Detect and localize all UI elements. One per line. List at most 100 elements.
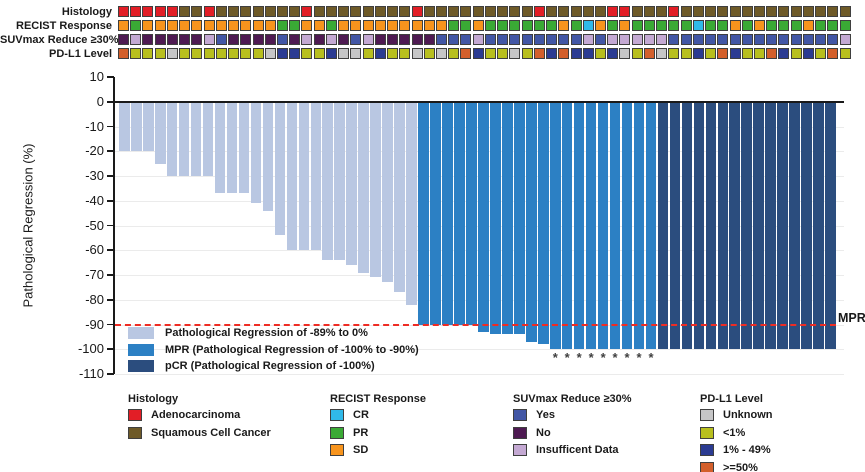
annotation-square [325, 34, 337, 45]
legend-swatch [700, 409, 714, 421]
waterfall-bar [561, 101, 573, 350]
asterisk-marker: * [636, 350, 642, 366]
annotation-square [705, 48, 717, 59]
annotation-square [570, 48, 582, 59]
y-axis-tick [106, 125, 114, 128]
annotation-square [289, 34, 301, 45]
annotation-square [130, 34, 142, 45]
annotation-square [435, 20, 447, 31]
annotation-square [594, 48, 606, 59]
annotation-square [240, 34, 252, 45]
annotation-square [839, 48, 851, 59]
annotation-square [533, 48, 545, 59]
annotation-square [656, 20, 668, 31]
annotation-square [374, 34, 386, 45]
annotation-square [387, 20, 399, 31]
annotation-square [228, 34, 240, 45]
annotation-square [753, 48, 765, 59]
annotation-square [350, 20, 362, 31]
annotation-square [802, 48, 814, 59]
annotation-square [619, 6, 631, 17]
legend-swatch [330, 426, 344, 439]
annotation-square [166, 20, 178, 31]
annotation-square [607, 34, 619, 45]
waterfall-bar [741, 101, 753, 350]
y-axis-tick-label: -70 [85, 267, 104, 282]
y-axis-tick [106, 175, 114, 177]
annotation-square [166, 48, 178, 59]
annotation-square [264, 34, 276, 45]
annotation-square [423, 34, 435, 45]
waterfall-bar [825, 101, 836, 350]
legend-swatch [513, 444, 527, 456]
annotation-square [215, 6, 227, 17]
waterfall-bar [250, 101, 262, 204]
annotation-square [802, 6, 814, 17]
annotation-square [154, 34, 166, 45]
y-axis-tick-label: 0 [96, 93, 104, 109]
y-axis-tick-label: -80 [85, 291, 104, 307]
legend-swatch [330, 409, 344, 421]
annotation-square [692, 20, 704, 31]
annotation-square [546, 6, 558, 17]
waterfall-bar [681, 101, 693, 350]
waterfall-bar [370, 101, 381, 278]
annotation-square [619, 48, 631, 59]
legend-title-1: Histology [128, 393, 179, 405]
track-label-3: SUVmax Reduce ≥30% [0, 33, 119, 46]
annotation-square [460, 34, 472, 45]
annotation-square [191, 34, 203, 45]
annotation-square [643, 48, 655, 59]
annotation-square [448, 6, 460, 17]
y-axis-tick [106, 249, 114, 252]
waterfall-bar [693, 101, 705, 350]
annotation-square [435, 48, 447, 59]
y-axis-tick [106, 100, 114, 103]
annotation-square [252, 48, 264, 59]
annotation-square [680, 20, 692, 31]
annotation-square [252, 20, 264, 31]
annotation-square [411, 34, 423, 45]
annotation-square [399, 48, 411, 59]
annotation-square [521, 48, 533, 59]
waterfall-bar [166, 101, 178, 176]
waterfall-bar [214, 101, 226, 194]
annotation-square [656, 34, 668, 45]
annotation-square [741, 20, 753, 31]
y-axis-tick-label: -40 [85, 192, 104, 208]
waterfall-bar [286, 101, 298, 251]
annotation-square [276, 20, 288, 31]
annotation-square [203, 6, 215, 17]
annotation-square [497, 20, 509, 31]
annotation-square [680, 48, 692, 59]
annotation-square [815, 48, 827, 59]
annotation-square [643, 20, 655, 31]
waterfall-bar [777, 101, 788, 350]
annotation-square [118, 6, 129, 17]
annotation-square [521, 34, 533, 45]
annotation-square [166, 34, 178, 45]
annotation-square [350, 48, 362, 59]
annotation-square [815, 6, 827, 17]
annotation-square [142, 20, 154, 31]
annotation-square [411, 20, 423, 31]
annotation-square [215, 48, 227, 59]
legend-title-3: SUVmax Reduce ≥30% [513, 393, 632, 405]
annotation-square [301, 6, 313, 17]
annotation-square [729, 34, 741, 45]
waterfall-bar [597, 101, 609, 350]
y-axis-tick-label: -60 [85, 242, 104, 258]
annotation-square [815, 34, 827, 45]
annotation-square [582, 20, 594, 31]
annotation-square [631, 20, 643, 31]
annotation-square [179, 34, 191, 45]
annotation-square [790, 6, 802, 17]
annotation-square [778, 20, 790, 31]
waterfall-bar [274, 101, 286, 236]
annotation-square [582, 48, 594, 59]
annotation-square [264, 20, 276, 31]
annotation-square [594, 6, 606, 17]
legend-item-label: Insufficent Data [536, 444, 619, 456]
legend-swatch [700, 426, 714, 439]
annotation-square [607, 48, 619, 59]
